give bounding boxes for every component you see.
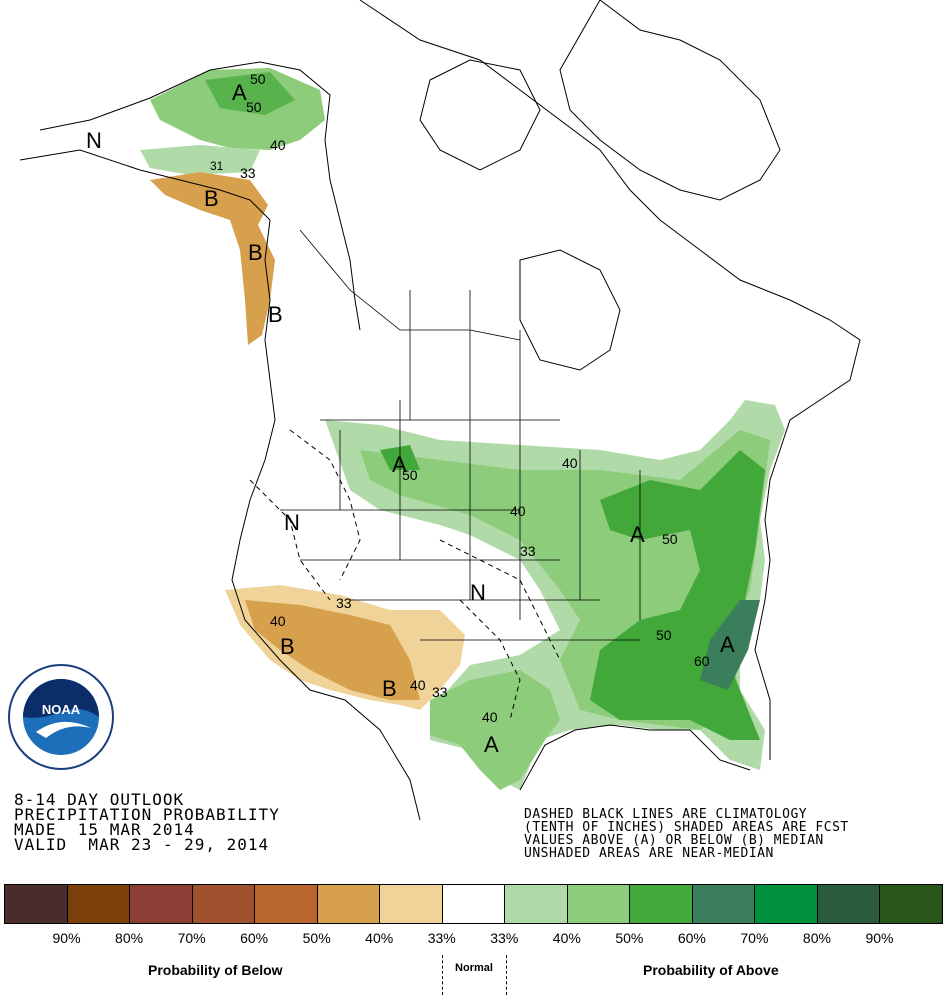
legend-percent-label: 60% [240,930,269,946]
map-label: 60 [694,653,710,669]
map-label: 50 [662,531,678,547]
coastlines [19,0,861,821]
legend-swatch [629,884,693,924]
legend-percent-label: 40% [552,930,581,946]
map-label: 40 [410,677,426,693]
legend-swatch [566,884,631,924]
legend-percent-label: 60% [677,930,706,946]
map-label: 50 [250,71,266,87]
alaska-above-core [205,72,295,115]
map-label: 33 [520,543,536,559]
map-label: 31 [210,159,224,173]
legend-swatch [816,884,881,924]
normal-label: Normal [455,962,493,974]
map-label: B [204,186,219,211]
legend-percent-label: 80% [802,930,831,946]
climatology-lines [249,429,561,721]
note-line: DASHED BLACK LINES ARE CLIMATOLOGY [524,807,808,822]
legend-percent-label: 90% [52,930,81,946]
map-label: N [86,128,102,153]
texas-above-region [430,670,560,790]
map-label: B [268,302,283,327]
note-line: (TENTH OF INCHES) SHADED AREAS ARE FCST [524,820,849,835]
precipitation-outlook-map: A 50 50 40 33 31 N B B B A 50 40 40 A 50… [19,0,861,821]
legend-swatch [691,884,756,924]
legend-swatch [191,884,256,924]
legend-swatch [66,884,131,924]
noaa-logo: NOAA [6,662,116,772]
legend-percent-label: 90% [865,930,894,946]
title-line: VALID MAR 23 - 29, 2014 [14,835,270,854]
legend-swatch [441,884,506,924]
legend-percent-label: 50% [615,930,644,946]
alaska-light-green [140,145,260,175]
noaa-logo-text: NOAA [42,702,81,717]
legend-swatch [879,884,943,924]
map-labels: A 50 50 40 33 31 N B B B A 50 40 40 A 50… [86,71,735,757]
se-above-60 [700,600,760,690]
map-label: 33 [240,165,256,181]
legend-swatch [504,884,568,924]
map-label: 40 [510,503,526,519]
map-label: 50 [246,99,262,115]
map-label: 40 [482,709,498,725]
map-label: 33 [432,684,448,700]
legend-percent-label: 80% [115,930,144,946]
legend-swatch [129,884,193,924]
note-line: UNSHADED AREAS ARE NEAR-MEDIAN [524,846,774,861]
normal-divider-right [506,955,507,995]
legend-percent-label: 70% [177,930,206,946]
map-label: N [470,580,486,605]
map-label: N [284,510,300,535]
legend-swatch [379,884,443,924]
sw-below-40 [245,600,420,700]
title-line: 8-14 DAY OUTLOOK [14,790,185,809]
map-label: B [248,240,263,265]
map-label: 50 [656,627,672,643]
legend-swatch [754,884,818,924]
north-america-map-svg: A 50 50 40 33 31 N B B B A 50 40 40 A 50… [19,0,861,821]
map-label: B [280,634,295,659]
legend-swatch [4,884,68,924]
legend-percent-label: 33% [490,930,519,946]
probability-below-label: Probability of Below [148,962,283,978]
map-label: A [232,80,247,105]
map-label: A [720,632,735,657]
legend-swatch [316,884,381,924]
note-line: VALUES ABOVE (A) OR BELOW (B) MEDIAN [524,833,824,848]
title-line: MADE 15 MAR 2014 [14,820,195,839]
map-label: A [484,732,499,757]
map-label: 40 [270,613,286,629]
map-label: 50 [402,467,418,483]
title-line: PRECIPITATION PROBABILITY [14,805,280,824]
legend-percent-label: 50% [302,930,331,946]
map-note-block: DASHED BLACK LINES ARE CLIMATOLOGY (TENTH… [524,808,849,860]
noaa-logo-svg: NOAA [8,664,114,770]
legend-swatch [254,884,318,924]
se-alaska-below-region [150,172,275,345]
map-label: A [630,522,645,547]
legend-percent-label: 33% [427,930,456,946]
map-label: A [392,452,407,477]
legend-percent-label: 70% [740,930,769,946]
political-boundaries [280,229,641,641]
probability-above-label: Probability of Above [643,962,779,978]
outlook-title-block: 8-14 DAY OUTLOOK PRECIPITATION PROBABILIT… [14,790,280,854]
legend-color-bar [4,884,943,924]
legend-percent-label: 40% [365,930,394,946]
normal-divider-left [442,955,443,995]
map-label: 40 [270,137,286,153]
map-label: B [382,676,397,701]
map-label: 40 [562,455,578,471]
map-label: 33 [336,595,352,611]
